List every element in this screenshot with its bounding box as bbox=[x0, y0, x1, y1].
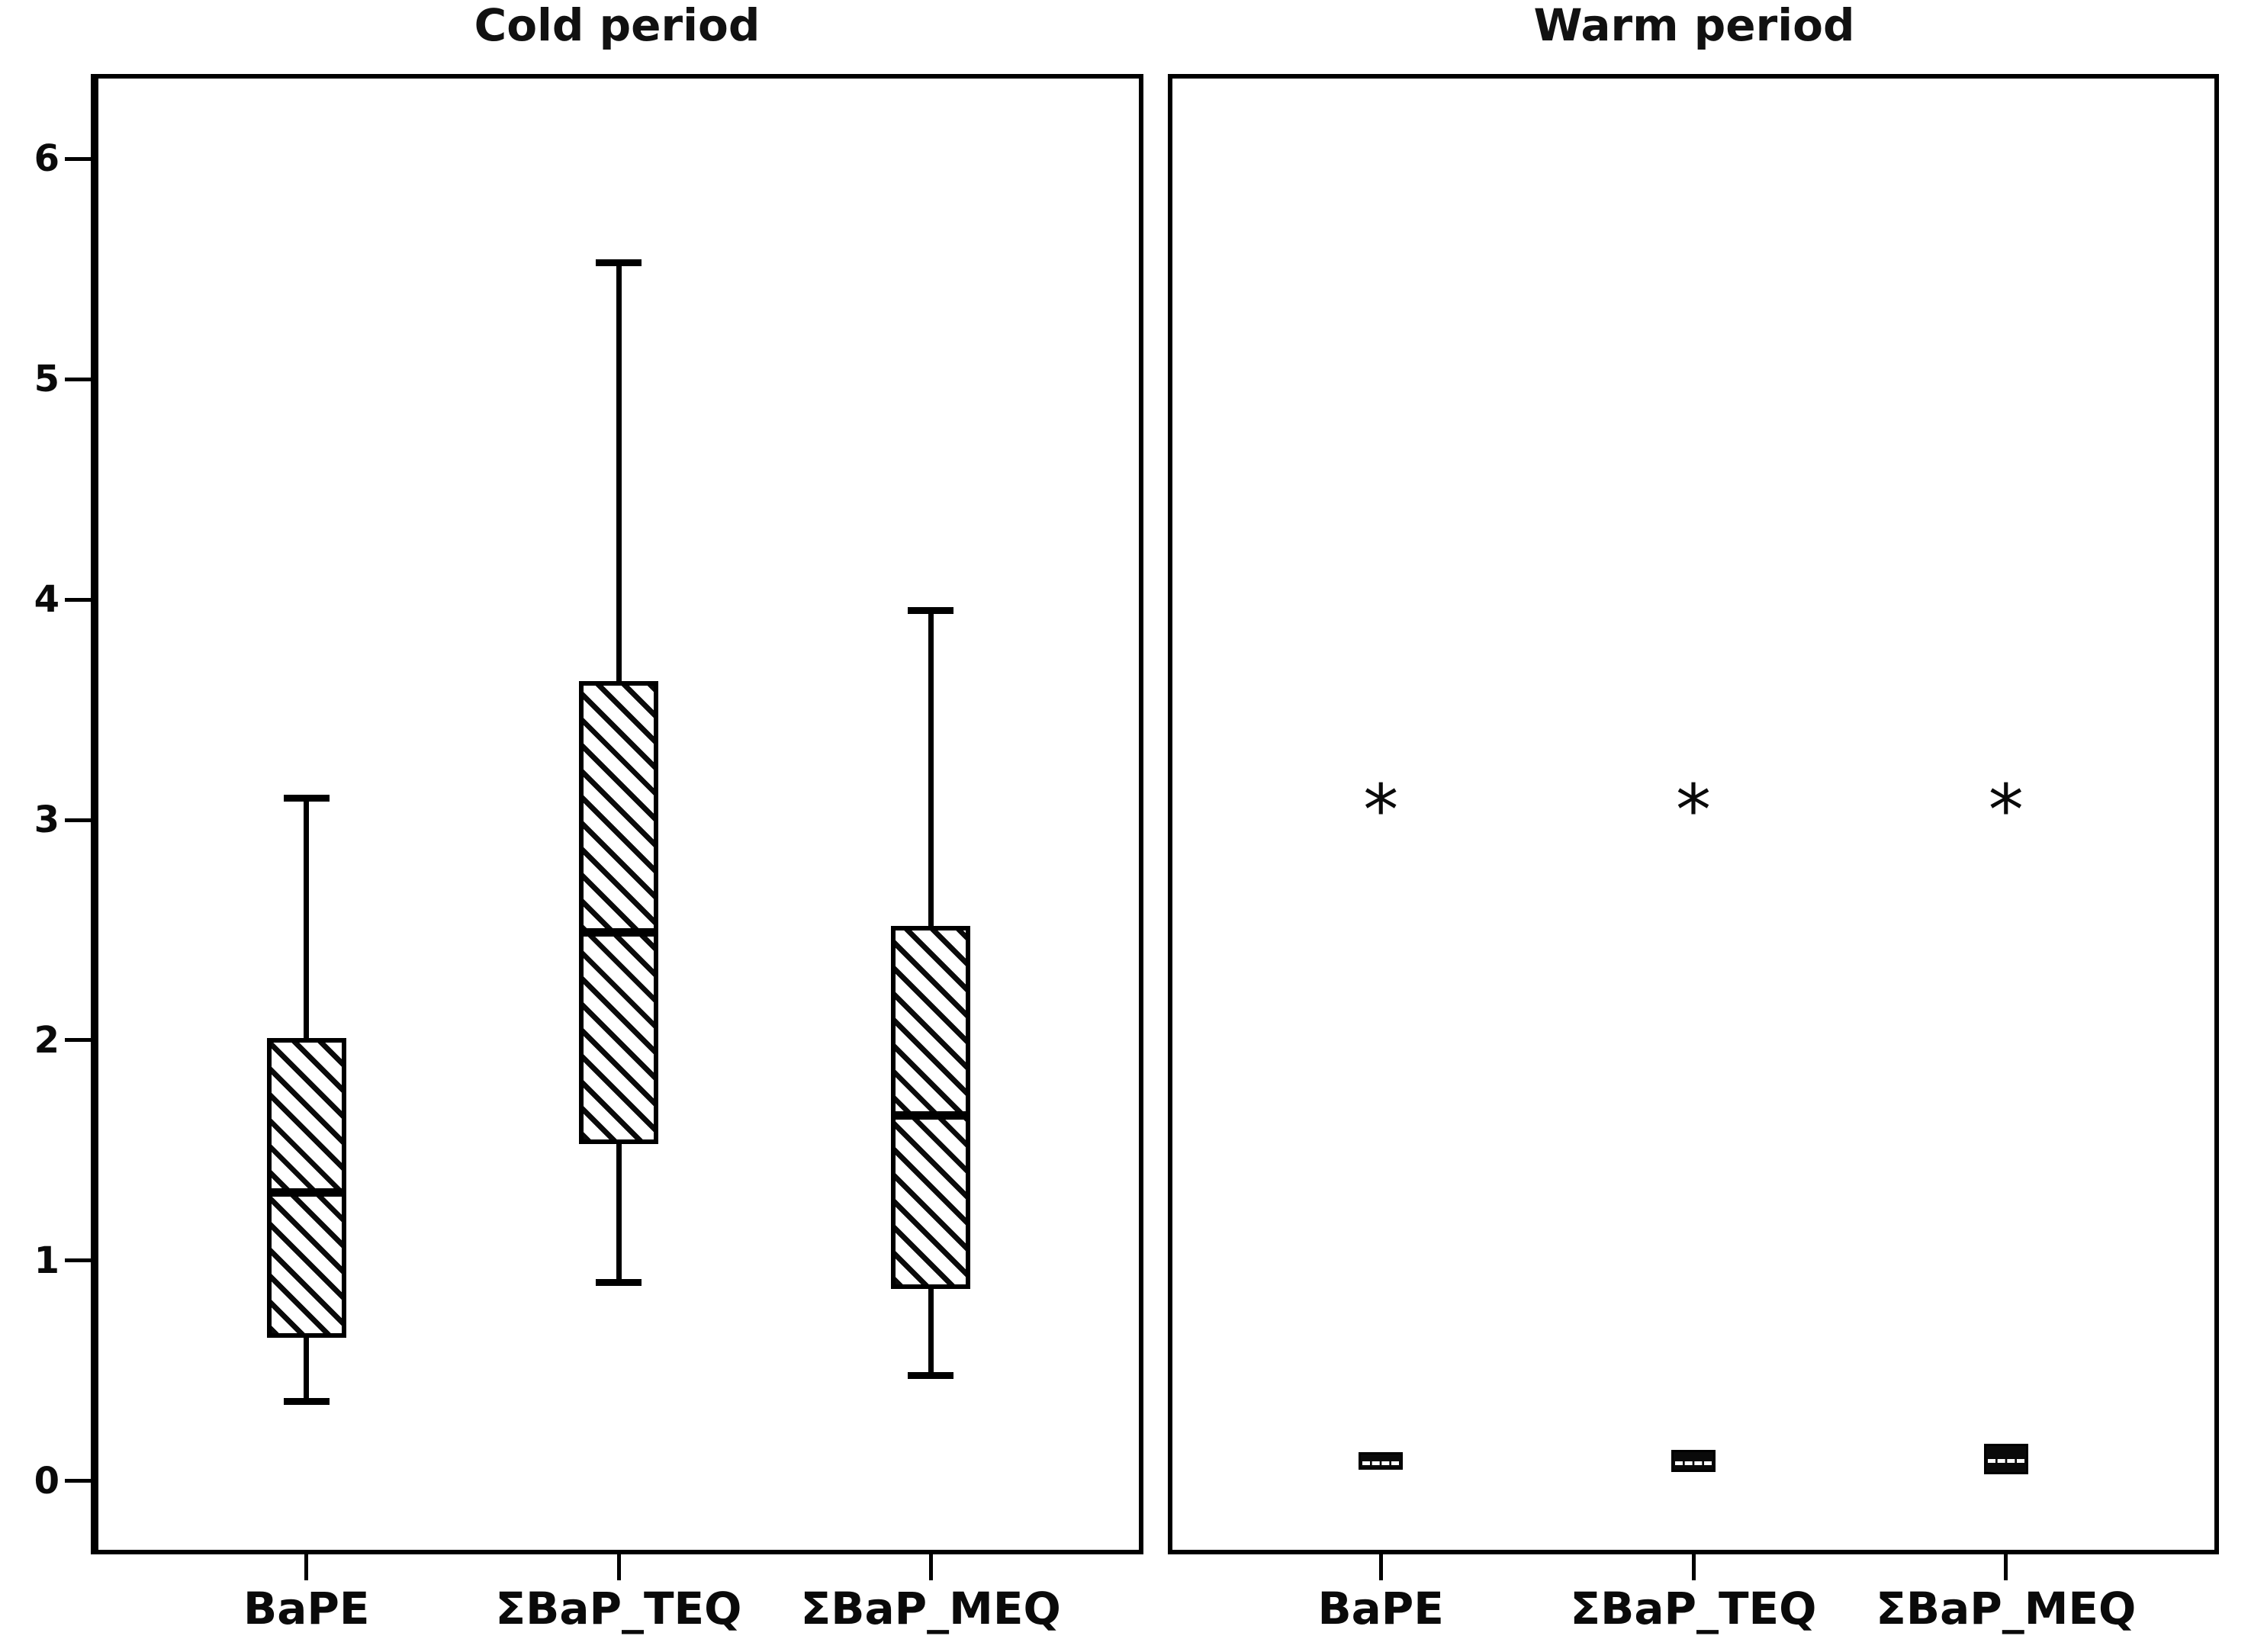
y-tick-label-1: 1 bbox=[34, 1239, 59, 1282]
x-tick-mark-cold-ΣBaP_MEQ bbox=[928, 1554, 933, 1580]
x-tick-label-cold-ΣBaP_MEQ: ΣBaP_MEQ bbox=[800, 1583, 1061, 1634]
median-line-cold-ΣBaP_MEQ bbox=[891, 1110, 971, 1120]
warm-period-title: Warm period bbox=[1533, 0, 1855, 51]
whisker-lower-line-cold-ΣBaP_MEQ bbox=[928, 1289, 934, 1375]
box-cold-ΣBaP_TEQ bbox=[579, 680, 658, 1144]
whisker-upper-line-cold-ΣBaP_MEQ bbox=[928, 610, 934, 926]
outlier-asterisk-warm-ΣBaP_TEQ-0: * bbox=[1676, 769, 1711, 851]
whisker-lower-cap-cold-BaPE bbox=[283, 1398, 330, 1406]
x-tick-label-warm-BaPE: BaPE bbox=[1317, 1583, 1444, 1634]
x-tick-mark-warm-ΣBaP_MEQ bbox=[2004, 1554, 2008, 1580]
median-line-warm-BaPE bbox=[1362, 1461, 1400, 1465]
whisker-upper-line-cold-ΣBaP_TEQ bbox=[616, 262, 622, 681]
whisker-lower-line-cold-BaPE bbox=[304, 1337, 310, 1402]
whisker-lower-cap-cold-ΣBaP_MEQ bbox=[908, 1371, 954, 1379]
y-tick-label-0: 0 bbox=[34, 1459, 59, 1503]
x-tick-mark-cold-BaPE bbox=[304, 1554, 309, 1580]
whisker-lower-line-cold-ΣBaP_TEQ bbox=[616, 1143, 622, 1283]
median-line-cold-BaPE bbox=[266, 1188, 346, 1197]
warm-period-plot-area bbox=[1168, 74, 2219, 1554]
x-tick-label-warm-ΣBaP_TEQ: ΣBaP_TEQ bbox=[1570, 1583, 1817, 1634]
whisker-upper-cap-cold-BaPE bbox=[283, 794, 330, 802]
y-tick-mark-2 bbox=[65, 1038, 91, 1043]
y-tick-label-5: 5 bbox=[34, 358, 59, 401]
x-tick-label-cold-BaPE: BaPE bbox=[243, 1583, 370, 1634]
y-tick-mark-3 bbox=[65, 818, 91, 822]
x-tick-label-warm-ΣBaP_MEQ: ΣBaP_MEQ bbox=[1876, 1583, 2137, 1634]
median-line-warm-ΣBaP_MEQ bbox=[1987, 1458, 2024, 1463]
y-tick-mark-6 bbox=[65, 156, 91, 161]
y-tick-mark-5 bbox=[65, 377, 91, 381]
outlier-asterisk-warm-ΣBaP_MEQ-0: * bbox=[1988, 769, 2024, 851]
whisker-upper-cap-cold-ΣBaP_MEQ bbox=[908, 607, 954, 615]
y-tick-mark-1 bbox=[65, 1258, 91, 1263]
x-tick-mark-warm-BaPE bbox=[1378, 1554, 1383, 1580]
whisker-upper-cap-cold-ΣBaP_TEQ bbox=[596, 259, 642, 266]
x-tick-label-cold-ΣBaP_TEQ: ΣBaP_TEQ bbox=[495, 1583, 742, 1634]
x-tick-mark-warm-ΣBaP_TEQ bbox=[1691, 1554, 1696, 1580]
box-cold-BaPE bbox=[266, 1038, 346, 1338]
y-tick-label-2: 2 bbox=[34, 1018, 59, 1062]
y-tick-mark-4 bbox=[65, 597, 91, 602]
x-tick-mark-cold-ΣBaP_TEQ bbox=[616, 1554, 621, 1580]
whisker-lower-cap-cold-ΣBaP_TEQ bbox=[596, 1279, 642, 1287]
cold-period-title: Cold period bbox=[474, 0, 761, 51]
y-tick-label-6: 6 bbox=[34, 137, 59, 181]
y-tick-label-3: 3 bbox=[34, 799, 59, 841]
median-line-warm-ΣBaP_TEQ bbox=[1675, 1461, 1712, 1465]
box-cold-ΣBaP_MEQ bbox=[891, 925, 971, 1290]
outlier-asterisk-warm-BaPE-0: * bbox=[1363, 769, 1399, 851]
y-tick-label-4: 4 bbox=[34, 578, 59, 622]
median-line-cold-ΣBaP_TEQ bbox=[579, 927, 658, 937]
y-tick-mark-0 bbox=[65, 1479, 91, 1483]
whisker-upper-line-cold-BaPE bbox=[304, 798, 310, 1038]
